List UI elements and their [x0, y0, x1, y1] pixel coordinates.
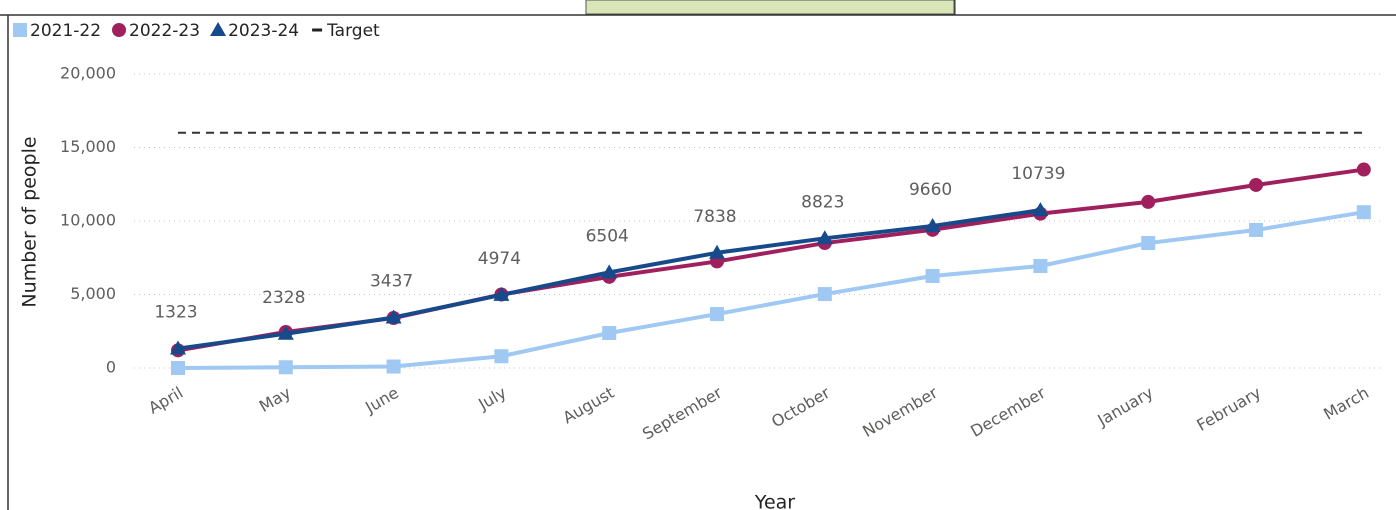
marker [278, 360, 293, 375]
data-label: 8823 [801, 192, 844, 212]
legend-marker [210, 22, 227, 36]
marker [1356, 162, 1371, 177]
marker [1033, 258, 1048, 273]
x-tick-label: September [639, 383, 725, 444]
legend-marker [13, 23, 27, 37]
legend-label: 2023-24 [228, 21, 299, 41]
header-box [585, 0, 955, 15]
data-label: 9660 [909, 180, 952, 200]
marker [277, 325, 294, 340]
series-line [177, 210, 1365, 370]
marker [386, 359, 401, 374]
y-tick-label: 15,000 [60, 137, 116, 156]
marker [170, 340, 186, 355]
legend-label: 2021-22 [30, 21, 101, 41]
marker [171, 361, 185, 375]
data-label: 6504 [586, 226, 629, 246]
legend-marker [112, 23, 127, 37]
marker [1032, 202, 1049, 217]
marker [925, 268, 940, 283]
x-tick-label: November [859, 383, 941, 441]
marker [1141, 236, 1156, 251]
x-tick-label: March [1320, 383, 1372, 424]
marker [710, 307, 724, 322]
legend-marker [312, 28, 323, 32]
marker [385, 309, 402, 324]
data-label: 7838 [693, 207, 736, 227]
marker [1249, 222, 1263, 237]
y-axis-title: Number of people [19, 136, 41, 307]
marker [1249, 177, 1263, 192]
data-label: 1323 [154, 303, 197, 323]
x-tick-label: December [967, 383, 1049, 441]
x-tick-label: October [768, 383, 833, 432]
marker [924, 217, 941, 232]
data-label: 4974 [478, 249, 521, 269]
x-tick-label: August [559, 383, 617, 427]
x-tick-label: February [1193, 383, 1264, 435]
y-tick-label: 0 [106, 358, 116, 377]
y-tick-label: 10,000 [60, 211, 116, 230]
y-tick-label: 5,000 [70, 284, 116, 303]
x-tick-label: July [474, 383, 509, 414]
marker [494, 349, 509, 364]
marker [816, 230, 833, 245]
data-label: 2328 [262, 288, 305, 308]
marker [817, 287, 832, 302]
marker [1141, 194, 1156, 209]
marker [709, 244, 725, 259]
marker [601, 264, 618, 279]
x-tick-label: May [256, 383, 294, 416]
x-tick-label: April [145, 383, 186, 418]
legend: 2021-22 2022-23 2023-24 Target [13, 21, 380, 41]
data-label: 3437 [370, 271, 413, 291]
x-tick-label: January [1094, 383, 1157, 430]
marker [493, 286, 510, 301]
x-tick-label: June [361, 383, 402, 417]
legend-label: Target [326, 21, 380, 41]
legend-label: 2022-23 [129, 21, 200, 41]
marker [602, 326, 617, 341]
data-label: 10739 [1011, 164, 1065, 184]
x-axis-title: Year [754, 492, 795, 510]
marker [1356, 205, 1371, 220]
y-tick-label: 20,000 [60, 64, 116, 83]
